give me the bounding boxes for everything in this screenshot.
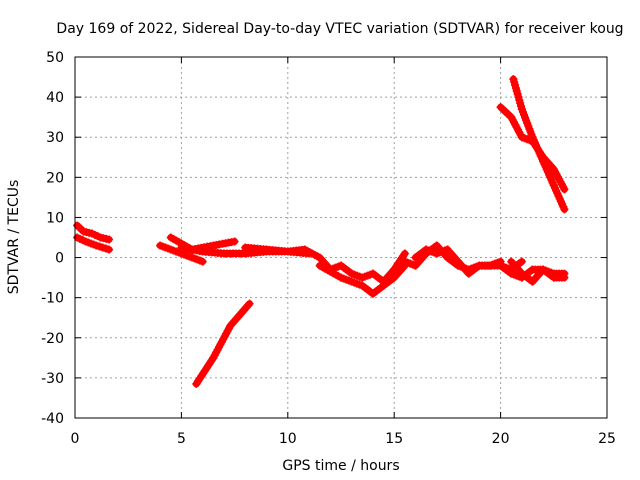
chart-title: Day 169 of 2022, Sidereal Day-to-day VTE… — [56, 21, 623, 37]
x-tick-label: 25 — [598, 431, 616, 447]
series-layer — [73, 75, 569, 388]
data-point — [245, 299, 254, 308]
series-arc-1 — [73, 221, 114, 244]
plot-frame — [74, 56, 608, 419]
series-arc-2 — [73, 233, 114, 254]
y-tick-label: -20 — [41, 331, 64, 347]
series-arc-6 — [192, 299, 254, 388]
y-tick-label: -40 — [41, 411, 64, 427]
y-axis-label: SDTVAR / TECUs — [6, 180, 22, 295]
data-point — [560, 185, 569, 194]
y-tick-label: -30 — [41, 371, 64, 387]
y-tick-label: 10 — [46, 210, 64, 226]
x-tick-label: 5 — [177, 431, 186, 447]
data-point — [560, 273, 569, 282]
y-tick-label: 50 — [46, 50, 64, 66]
y-tick-label: 30 — [46, 130, 64, 146]
series-arc-14 — [509, 75, 569, 214]
y-tick-label: 0 — [55, 251, 64, 267]
x-tick-label: 10 — [279, 431, 297, 447]
y-tick-label: 40 — [46, 90, 64, 106]
data-point — [517, 257, 526, 266]
data-point — [560, 205, 569, 214]
x-tick-label: 20 — [492, 431, 510, 447]
data-point — [105, 235, 114, 244]
data-point — [105, 245, 114, 254]
y-tick-label: 20 — [46, 170, 64, 186]
series-arc-3 — [156, 241, 207, 266]
x-tick-label: 0 — [71, 431, 80, 447]
series-arc-8 — [315, 261, 409, 298]
x-axis-label: GPS time / hours — [282, 458, 399, 474]
x-tick-label: 15 — [385, 431, 403, 447]
series-arc-12 — [507, 257, 569, 286]
tick-layer: 0 5 10 15 20 25 -40 -30 -20 -10 0 10 20 30 40 50 — [41, 50, 616, 447]
grid-layer — [75, 57, 607, 418]
data-point — [400, 249, 409, 258]
y-tick-label: -10 — [41, 291, 64, 307]
data-point — [230, 237, 239, 246]
data-point — [198, 257, 207, 266]
series-arc-13 — [496, 103, 569, 194]
